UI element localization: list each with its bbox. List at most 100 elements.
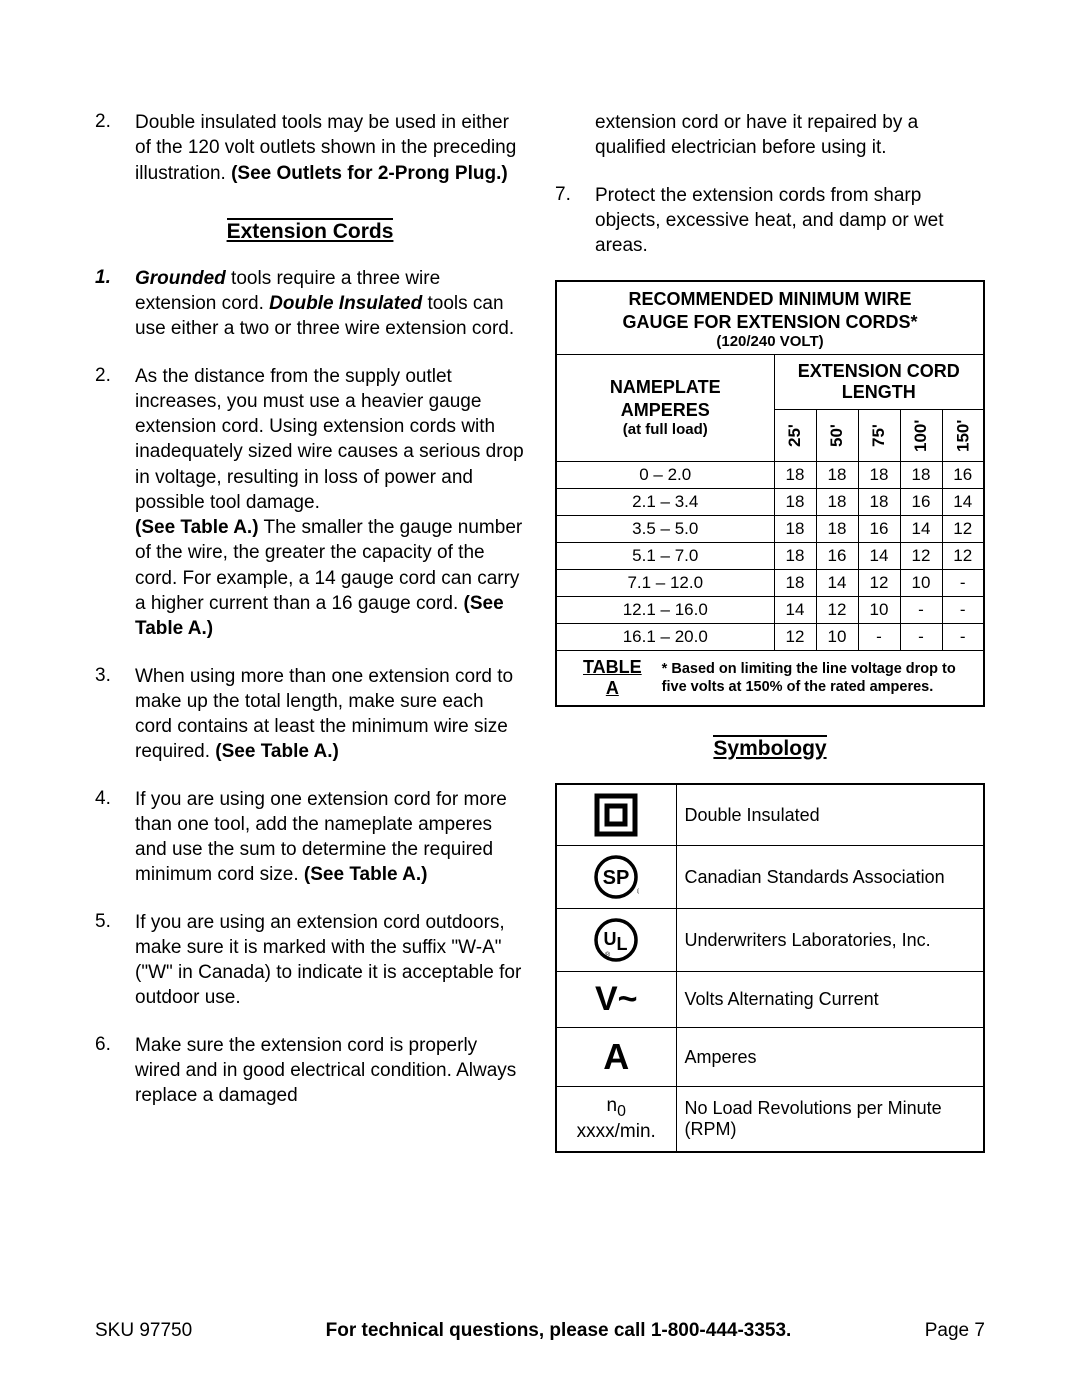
text: NAMEPLATE [561, 376, 770, 399]
symbol-label: Double Insulated [676, 784, 984, 846]
item-number: 5. [95, 910, 135, 1011]
list-item-cont: extension cord or have it repaired by a … [555, 110, 985, 161]
text-bold: (See Table A.) [135, 517, 259, 538]
tech-support-label: For technical questions, please call 1-8… [326, 1320, 792, 1342]
item-text: extension cord or have it repaired by a … [595, 110, 985, 161]
list-item-ec5: 5. If you are using an extension cord ou… [95, 910, 525, 1011]
section-title-wrap: Extension Cords [95, 208, 525, 266]
amp-range: 3.5 – 5.0 [556, 516, 774, 543]
item-text: When using more than one extension cord … [135, 664, 525, 765]
text-bold: (See Table A.) [215, 741, 339, 762]
gauge-cell: 12 [774, 624, 816, 651]
table-row: NAMEPLATE AMPERES (at full load) EXTENSI… [556, 355, 984, 410]
left-column: 2. Double insulated tools may be used in… [95, 110, 525, 1153]
gauge-cell: 14 [816, 570, 858, 597]
gauge-cell: 18 [858, 489, 900, 516]
length-header: 75' [858, 410, 900, 462]
item-text: Protect the extension cords from sharp o… [595, 183, 985, 259]
item-number: 6. [95, 1033, 135, 1109]
table-row: SP® Canadian Standards Association [556, 846, 984, 909]
item-number: 2. [95, 364, 135, 642]
gauge-cell: - [942, 597, 984, 624]
gauge-cell: 18 [774, 489, 816, 516]
double-insulated-icon [556, 784, 676, 846]
table-row: 0 – 2.01818181816 [556, 462, 984, 489]
gauge-cell: 16 [816, 543, 858, 570]
amp-range: 7.1 – 12.0 [556, 570, 774, 597]
table-row: 3.5 – 5.01818161412 [556, 516, 984, 543]
gauge-cell: 14 [774, 597, 816, 624]
text: (120/240 VOLT) [561, 333, 979, 352]
item-number: 1. [95, 266, 135, 342]
gauge-cell: 12 [816, 597, 858, 624]
page-content: 2. Double insulated tools may be used in… [95, 110, 985, 1153]
item-number: 2. [95, 110, 135, 186]
gauge-cell: 18 [816, 516, 858, 543]
gauge-cell: 18 [774, 462, 816, 489]
table-row: n0 xxxx/min. No Load Revolutions per Min… [556, 1087, 984, 1152]
item-text: Make sure the extension cord is properly… [135, 1033, 525, 1109]
symbol-label: Canadian Standards Association [676, 846, 984, 909]
amperes-icon: A [556, 1028, 676, 1087]
gauge-cell: 12 [858, 570, 900, 597]
length-header: 25' [774, 410, 816, 462]
vac-icon: V~ [556, 972, 676, 1028]
table-footer: TABLE A * Based on limiting the line vol… [556, 651, 984, 707]
text: extension cord or have it repaired by a … [595, 112, 918, 158]
right-column: extension cord or have it repaired by a … [555, 110, 985, 1153]
gauge-cell: 16 [942, 462, 984, 489]
gauge-cell: 10 [858, 597, 900, 624]
extension-cord-length-header: EXTENSION CORD LENGTH [774, 355, 984, 410]
text: RECOMMENDED MINIMUM WIRE [561, 288, 979, 311]
gauge-cell: 14 [900, 516, 942, 543]
gauge-cell: 18 [774, 543, 816, 570]
length-header: 150' [942, 410, 984, 462]
list-item-ec3: 3. When using more than one extension co… [95, 664, 525, 765]
text-bold: (See Table A.) [304, 864, 428, 885]
gauge-cell: 12 [900, 543, 942, 570]
symbol-label: No Load Revolutions per Minute (RPM) [676, 1087, 984, 1152]
text: LENGTH [779, 382, 980, 403]
table-row: 7.1 – 12.018141210- [556, 570, 984, 597]
amp-range: 2.1 – 3.4 [556, 489, 774, 516]
gauge-cell: 18 [858, 462, 900, 489]
gauge-cell: 18 [816, 462, 858, 489]
gauge-cell: 14 [942, 489, 984, 516]
page-footer: SKU 97750 For technical questions, pleas… [95, 1320, 985, 1342]
gauge-cell: 14 [858, 543, 900, 570]
table-row: Double Insulated [556, 784, 984, 846]
list-item-ec6: 6. Make sure the extension cord is prope… [95, 1033, 525, 1109]
length-header: 100' [900, 410, 942, 462]
section-title: Symbology [713, 735, 826, 761]
gauge-cell: - [900, 597, 942, 624]
table-a-label: TABLE A [563, 657, 642, 699]
text: If you are using an extension cord outdo… [135, 912, 521, 1009]
gauge-cell: - [858, 624, 900, 651]
table-row: RECOMMENDED MINIMUM WIRE GAUGE FOR EXTEN… [556, 281, 984, 354]
section-title-wrap: Symbology [555, 725, 985, 783]
gauge-cell: 12 [942, 516, 984, 543]
list-item-2: 2. Double insulated tools may be used in… [95, 110, 525, 186]
list-item-ec7: 7. Protect the extension cords from shar… [555, 183, 985, 259]
item-text: Grounded tools require a three wire exte… [135, 266, 525, 342]
gauge-cell: 18 [774, 516, 816, 543]
ul-icon: UL® [556, 909, 676, 972]
item-text: If you are using one extension cord for … [135, 787, 525, 888]
item-text: If you are using an extension cord outdo… [135, 910, 525, 1011]
gauge-cell: 18 [774, 570, 816, 597]
gauge-cell: - [942, 624, 984, 651]
text-bold-italic: Double Insulated [269, 293, 422, 314]
text: Protect the extension cords from sharp o… [595, 185, 944, 257]
list-item-ec1: 1. Grounded tools require a three wire e… [95, 266, 525, 342]
text: 0 [617, 1103, 626, 1120]
text: Make sure the extension cord is properly… [135, 1035, 516, 1107]
wire-gauge-table: RECOMMENDED MINIMUM WIRE GAUGE FOR EXTEN… [555, 280, 985, 707]
symbology-table: Double Insulated SP® Canadian Standards … [555, 783, 985, 1153]
table-footer-inner: TABLE A * Based on limiting the line vol… [563, 657, 977, 699]
text: (at full load) [561, 421, 770, 440]
text: As the distance from the supply outlet i… [135, 366, 524, 513]
sku-label: SKU 97750 [95, 1320, 192, 1342]
list-item-ec2: 2. As the distance from the supply outle… [95, 364, 525, 642]
text-bold-italic: Grounded [135, 268, 226, 289]
item-number: 7. [555, 183, 595, 259]
